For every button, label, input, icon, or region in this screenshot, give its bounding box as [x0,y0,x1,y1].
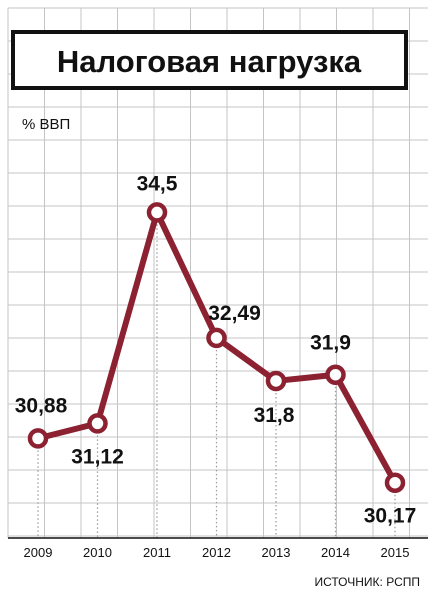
x-tick-label: 2014 [321,545,350,560]
data-labels: 30,88 31,12 34,5 32,49 31,8 31,9 30,17 [15,172,417,527]
data-label: 32,49 [208,302,261,325]
x-tick-label: 2011 [143,545,171,560]
data-point [206,327,227,349]
x-tick-label: 2010 [83,545,112,560]
data-label: 31,9 [310,332,351,355]
data-label: 34,5 [137,172,178,195]
data-point [27,428,49,449]
data-label: 30,88 [15,394,68,417]
y-unit-label: % ВВП [22,116,70,133]
data-label: 31,8 [254,404,295,427]
x-tick-label: 2013 [262,545,291,560]
x-tick-label: 2015 [381,545,410,560]
x-tick-labels: 2009 2010 2011 2012 2013 2014 2015 [24,545,410,560]
chart-title: Налоговая нагрузка [57,44,362,79]
data-label: 31,12 [71,445,124,468]
data-point [146,202,168,223]
title-box [11,30,408,90]
x-tick-label: 2012 [202,545,231,560]
x-tick-label: 2009 [24,545,53,560]
data-points [27,202,406,493]
data-point [87,413,108,434]
data-point [325,364,346,385]
data-point [384,472,406,493]
source-note: ИСТОЧНИК: РСПП [315,575,421,589]
data-label: 30,17 [364,505,417,528]
data-point [265,370,287,392]
drop-lines [37,220,396,538]
